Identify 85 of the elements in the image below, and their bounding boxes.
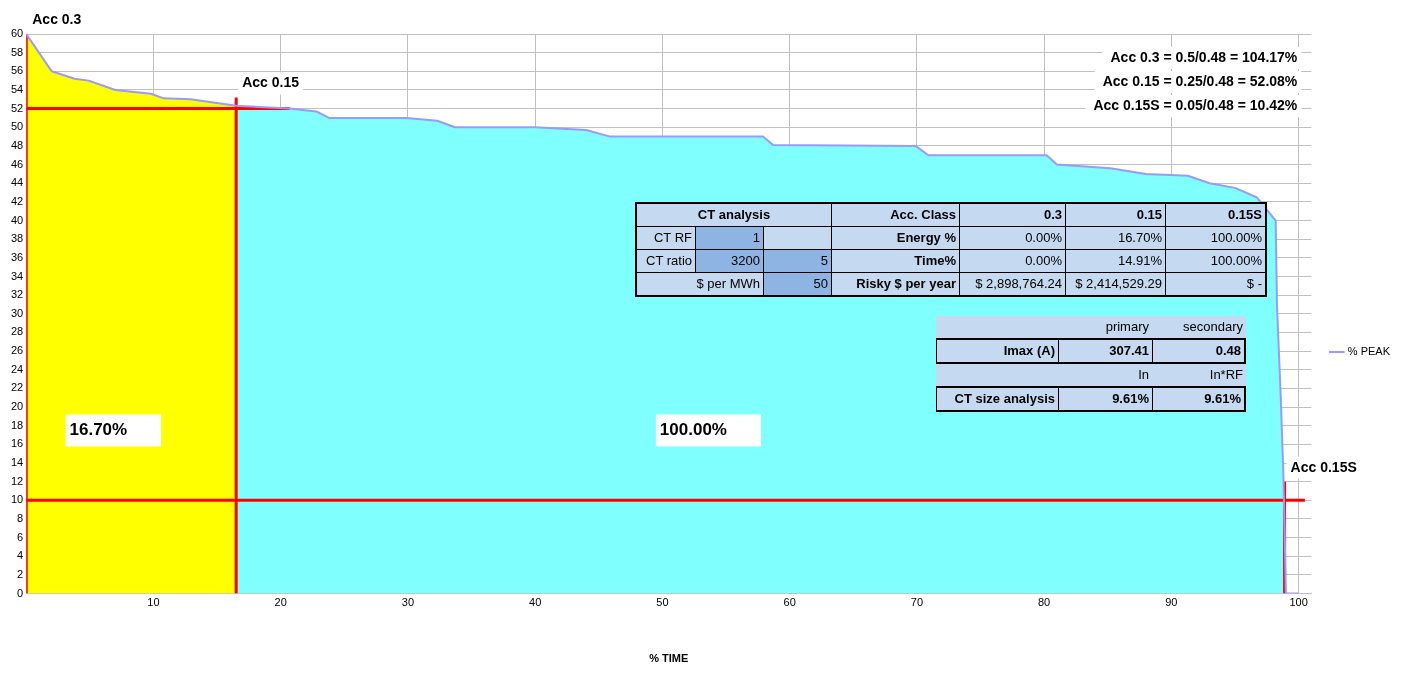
annotation: 0.15 xyxy=(1136,207,1162,222)
annotation: 16.70% xyxy=(1117,230,1162,245)
y-tick-label: 60 xyxy=(10,27,24,40)
annotation: Acc 0.15 xyxy=(242,74,300,91)
y-tick-label: 14 xyxy=(10,456,24,469)
annotation: In*RF xyxy=(1209,367,1243,382)
annotation: CT RF xyxy=(653,230,692,245)
annotation: 0.00% xyxy=(1025,230,1062,245)
annotation: 100.00% xyxy=(1210,230,1262,245)
annotation: 16.70% xyxy=(69,420,128,440)
x-tick-label: 50 xyxy=(656,596,669,609)
annotation: Acc 0.3 xyxy=(32,10,82,27)
annotation: 100.00% xyxy=(659,420,727,440)
x-tick-label: 70 xyxy=(910,596,924,609)
x-tick-label: 10 xyxy=(147,596,160,609)
annotation: 14.91% xyxy=(1117,253,1162,268)
y-tick-label: 28 xyxy=(10,325,24,338)
annotation: 5 xyxy=(820,253,828,268)
y-tick-label: 30 xyxy=(10,306,24,319)
annotation: $ 2,898,764.24 xyxy=(975,276,1062,291)
y-tick-label: 2 xyxy=(17,567,24,580)
annotation: Acc 0.15S = 0.05/0.48 = 10.42% xyxy=(1093,96,1298,113)
y-tick-label: 34 xyxy=(10,269,24,282)
annotation: 1 xyxy=(752,230,760,245)
annotation: Imax (A) xyxy=(1003,343,1055,358)
annotation: 9.61% xyxy=(1112,391,1149,406)
y-tick-label: 38 xyxy=(10,232,24,245)
annotation: 50 xyxy=(813,276,828,291)
y-tick-label: 24 xyxy=(10,362,24,375)
y-tick-label: 32 xyxy=(10,288,24,301)
y-tick-label: 8 xyxy=(17,512,24,525)
annotation: Acc 0.15 = 0.25/0.48 = 52.08% xyxy=(1102,72,1298,89)
x-tick-label: 40 xyxy=(529,596,542,609)
x-axis-title: % TIME xyxy=(649,652,689,665)
y-tick-label: 20 xyxy=(10,400,24,413)
y-tick-label: 4 xyxy=(17,549,24,562)
y-tick-label: 46 xyxy=(10,157,24,170)
y-tick-label: 22 xyxy=(10,381,24,394)
y-tick-label: 26 xyxy=(10,344,24,357)
legend-label: % PEAK xyxy=(1347,345,1391,358)
annotation: Acc 0.15S xyxy=(1290,458,1357,475)
annotation: Acc. Class xyxy=(890,207,956,222)
annotation: Acc 0.3 = 0.5/0.48 = 104.17% xyxy=(1110,48,1298,65)
annotation: 0.15S xyxy=(1228,207,1262,222)
annotation: primary xyxy=(1105,319,1149,334)
y-tick-label: 50 xyxy=(10,120,24,133)
annotation: secondary xyxy=(1183,319,1243,334)
x-tick-label: 20 xyxy=(274,596,287,609)
annotation: CT size analysis xyxy=(954,391,1055,406)
y-tick-label: 48 xyxy=(10,138,24,151)
y-tick-label: 0 xyxy=(17,586,24,599)
annotation: 100.00% xyxy=(1210,253,1262,268)
y-tick-label: 6 xyxy=(17,530,24,543)
y-tick-label: 56 xyxy=(10,64,24,77)
annotation: 0.3 xyxy=(1043,207,1062,222)
annotation: Time% xyxy=(914,253,956,268)
annotation: 3200 xyxy=(731,253,760,268)
annotation: Risky $ per year xyxy=(856,276,956,291)
annotation: Energy % xyxy=(896,230,956,245)
y-tick-label: 54 xyxy=(10,82,24,95)
annotation: 307.41 xyxy=(1109,343,1149,358)
annotation: 9.61% xyxy=(1204,391,1241,406)
annotation: In xyxy=(1138,367,1149,382)
annotation: 0.48 xyxy=(1215,343,1241,358)
y-tick-label: 44 xyxy=(10,176,24,189)
x-tick-label: 60 xyxy=(783,596,796,609)
annotation: 0.00% xyxy=(1025,253,1062,268)
y-tick-label: 12 xyxy=(10,474,24,487)
y-tick-label: 10 xyxy=(10,493,24,506)
y-tick-label: 42 xyxy=(10,194,24,207)
y-tick-label: 52 xyxy=(10,101,24,114)
annotation: $ 2,414,529.29 xyxy=(1075,276,1162,291)
y-tick-label: 36 xyxy=(10,250,24,263)
annotation: $ - xyxy=(1246,276,1262,291)
annotation: CT ratio xyxy=(646,253,692,268)
x-tick-label: 80 xyxy=(1038,596,1051,609)
x-tick-label: 100 xyxy=(1289,596,1308,609)
y-tick-label: 40 xyxy=(10,213,24,226)
y-tick-label: 16 xyxy=(10,437,24,450)
x-tick-label: 30 xyxy=(401,596,415,609)
x-tick-label: 90 xyxy=(1165,596,1178,609)
y-tick-label: 58 xyxy=(10,45,24,58)
annotation: $ per MWh xyxy=(696,276,760,291)
y-tick-label: 18 xyxy=(10,418,24,431)
annotation: CT analysis xyxy=(697,207,771,222)
